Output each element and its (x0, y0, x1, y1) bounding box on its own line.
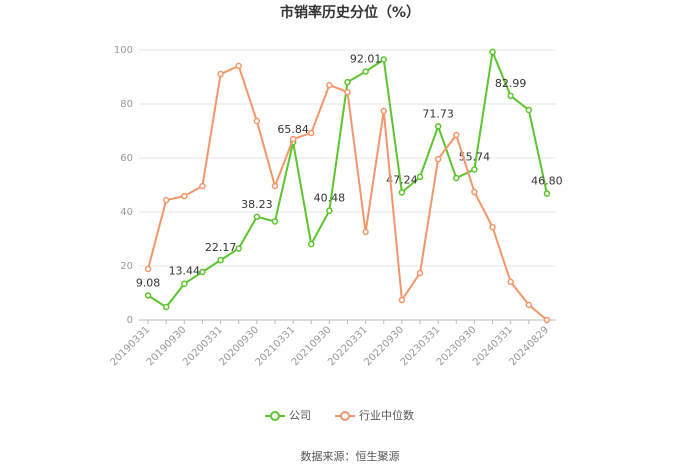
point (307, 240, 315, 248)
point (507, 92, 514, 100)
point (453, 174, 460, 182)
point (326, 207, 333, 214)
point (235, 62, 242, 70)
point (271, 218, 279, 225)
point (543, 316, 551, 324)
point (289, 135, 297, 143)
point (344, 88, 351, 96)
legend-label: 公司 (289, 409, 311, 422)
value-label: 82.99 (495, 77, 527, 90)
point (507, 278, 514, 286)
point (144, 265, 152, 273)
legend-label: 行业中位数 (359, 408, 414, 422)
point (181, 280, 188, 287)
y-tick-label: 80 (120, 99, 133, 110)
legend-marker (340, 411, 350, 421)
point (307, 129, 315, 137)
value-label: 13.44 (169, 265, 201, 278)
value-label: 40.48 (314, 192, 346, 205)
point (253, 117, 261, 125)
point (398, 189, 406, 196)
value-label: 71.73 (422, 107, 454, 120)
point (362, 68, 369, 75)
point (181, 192, 188, 200)
point (543, 190, 551, 197)
point (471, 166, 478, 173)
point (326, 81, 333, 89)
point (199, 182, 206, 190)
point (434, 155, 442, 163)
point (199, 268, 206, 276)
legend-item: 公司 (265, 409, 311, 422)
x-tick-label: 20240829 (507, 324, 551, 368)
point (489, 223, 496, 231)
value-label: 38.23 (241, 198, 273, 211)
value-label: 22.17 (205, 241, 237, 254)
legend-item: 行业中位数 (335, 408, 414, 422)
point (416, 269, 424, 277)
y-tick-label: 20 (120, 261, 133, 272)
point (162, 196, 170, 204)
legend-marker (270, 411, 280, 421)
point (162, 303, 170, 311)
y-tick-label: 0 (127, 315, 133, 326)
point (416, 173, 424, 181)
value-label: 65.84 (277, 123, 309, 136)
source: 数据来源：恒生聚源 (301, 449, 400, 463)
point (380, 56, 388, 63)
value-label: 55.74 (459, 151, 491, 164)
point (471, 188, 478, 196)
chart-title: 市销率历史分位（%） (280, 4, 420, 21)
point (525, 106, 533, 114)
value-label: 47.24 (386, 173, 418, 186)
point (271, 182, 279, 190)
y-tick-label: 40 (120, 207, 133, 218)
point (217, 70, 224, 78)
point (235, 245, 242, 252)
point (217, 256, 224, 264)
point (362, 228, 369, 236)
point (344, 78, 351, 86)
y-tick-label: 100 (114, 45, 133, 56)
point (525, 301, 533, 309)
point (489, 48, 496, 56)
point (398, 296, 406, 304)
point (253, 213, 261, 221)
point (434, 123, 442, 130)
value-label: 46.80 (531, 175, 563, 188)
point (453, 131, 460, 139)
value-label: 9.08 (136, 276, 161, 289)
point (380, 107, 388, 115)
point (144, 292, 152, 299)
value-label: 92.01 (350, 53, 382, 66)
y-tick-label: 60 (120, 153, 133, 164)
